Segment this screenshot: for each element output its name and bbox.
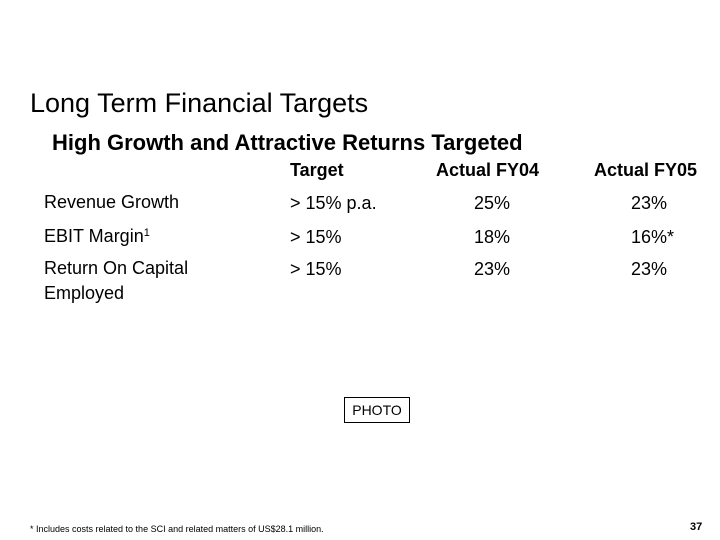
- cell-actual-fy04: 18%: [474, 227, 511, 247]
- cell-actual-fy04: 25%: [474, 193, 511, 213]
- column-header-target: Target: [290, 160, 344, 180]
- cell-actual-fy05: 23%: [631, 193, 668, 213]
- row-label-ebit-margin: EBIT Margin1: [44, 224, 150, 249]
- footnote-marker: 1: [143, 227, 150, 239]
- cell-actual-fy05: 23%: [631, 259, 668, 279]
- slide-title: Long Term Financial Targets: [30, 88, 369, 118]
- row-label-text: Revenue Growth: [44, 192, 180, 212]
- cell-target: > 15% p.a.: [290, 193, 377, 213]
- cell-actual-fy05: 16%*: [631, 227, 675, 247]
- row-label-revenue-growth: Revenue Growth: [44, 190, 179, 215]
- cell-actual-fy04: 23%: [474, 259, 511, 279]
- cell-target: > 15%: [290, 259, 342, 279]
- row-label-text: Return On Capital: [44, 258, 189, 278]
- footnote: * Includes costs related to the SCI and …: [30, 524, 324, 534]
- row-label-text-line2: Employed: [44, 283, 125, 303]
- photo-placeholder: PHOTO: [344, 397, 410, 423]
- column-header-actual-fy04: Actual FY04: [436, 160, 540, 180]
- cell-target: > 15%: [290, 227, 342, 247]
- column-header-actual-fy05: Actual FY05: [594, 160, 698, 180]
- slide-subtitle: High Growth and Attractive Returns Targe…: [52, 130, 523, 155]
- page-number: 37: [690, 521, 703, 533]
- row-label-return-on-capital-employed: Return On Capital Employed: [44, 256, 188, 306]
- row-label-text: EBIT Margin: [44, 226, 144, 246]
